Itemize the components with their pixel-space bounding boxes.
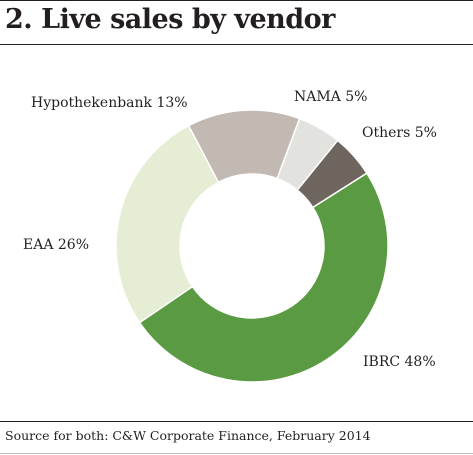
slice-label-nama: NAMA 5% <box>294 89 367 105</box>
slices-group <box>115 109 389 383</box>
title-underline <box>0 44 473 45</box>
labels-group: IBRC 48% EAA 26% Hypothekenbank 13% NAMA 5%… <box>23 89 437 370</box>
footer-rule <box>0 421 473 422</box>
slice-label-ibrc: IBRC 48% <box>363 354 436 370</box>
slice-label-hypothekenbank: Hypothekenbank 13% <box>31 95 188 111</box>
bottom-rule <box>0 453 473 454</box>
chart-title: 2. Live sales by vendor <box>5 4 335 35</box>
slice-others <box>296 139 368 209</box>
slice-label-others: Others 5% <box>362 125 437 141</box>
source-note: Source for both: C&W Corporate Finance, … <box>5 428 371 443</box>
slice-eaa <box>115 124 220 324</box>
title-top-rule <box>0 0 473 1</box>
slice-label-eaa: EAA 26% <box>23 237 89 253</box>
slice-ibrc <box>138 172 389 383</box>
